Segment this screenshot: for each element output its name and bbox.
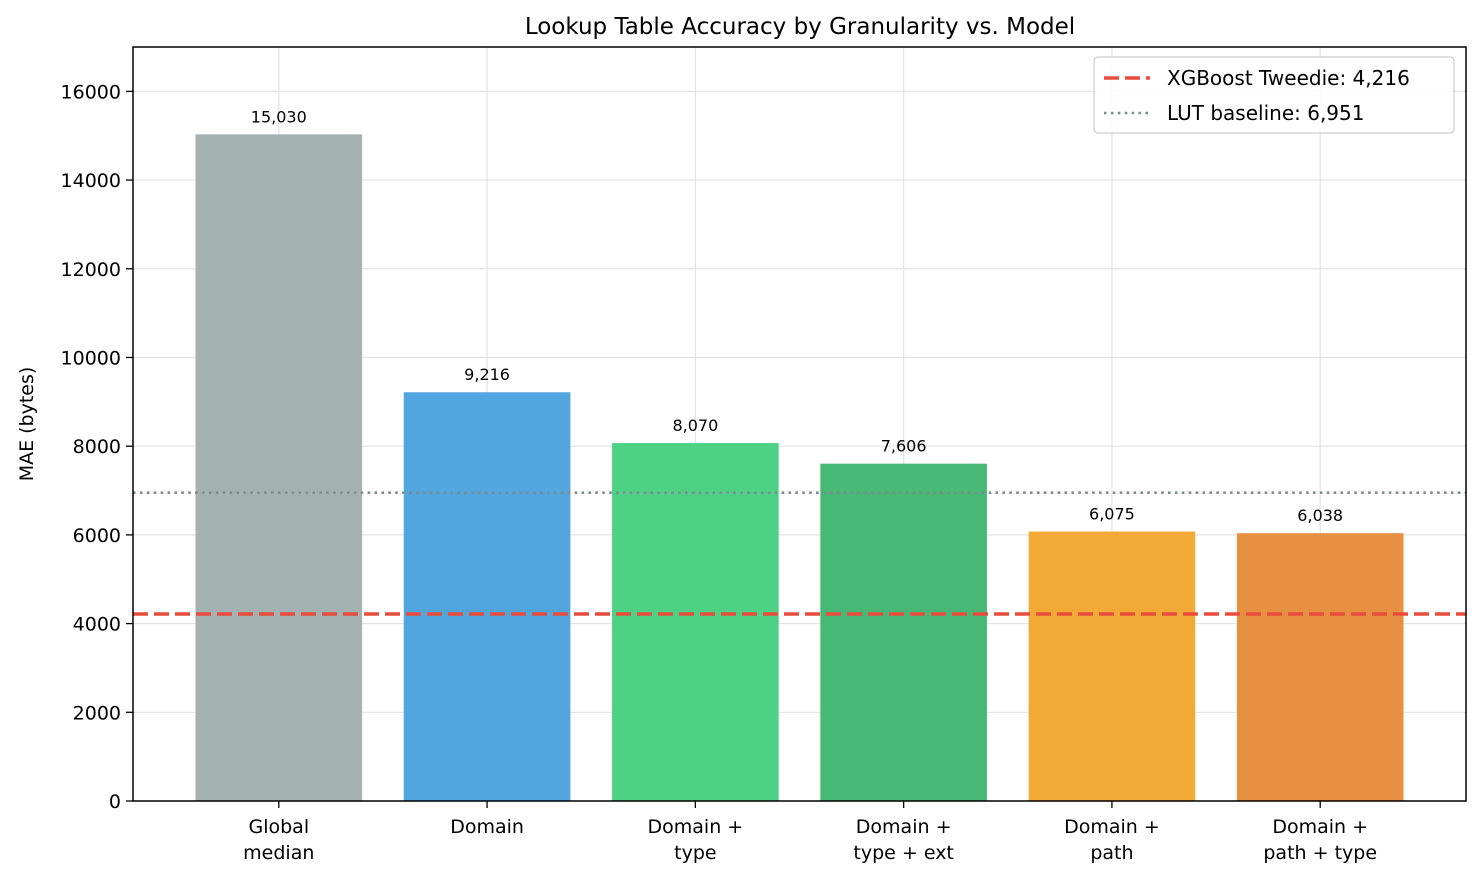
reference-lines bbox=[133, 491, 1466, 616]
data-label: 6,038 bbox=[1297, 506, 1343, 525]
data-label: 7,606 bbox=[881, 437, 927, 456]
bar bbox=[403, 392, 571, 801]
bar bbox=[1028, 531, 1196, 801]
x-tick-label: type bbox=[674, 842, 716, 864]
y-tick-label: 8000 bbox=[73, 436, 121, 458]
x-tick-label: Domain + bbox=[1272, 816, 1368, 838]
bar bbox=[612, 443, 779, 801]
x-tick-label: Global bbox=[248, 816, 309, 838]
y-axis-label: MAE (bytes) bbox=[16, 367, 38, 482]
data-label: 9,216 bbox=[464, 365, 510, 384]
data-label: 15,030 bbox=[251, 107, 307, 126]
bar bbox=[195, 134, 363, 801]
x-tick-label: median bbox=[243, 842, 314, 864]
x-tick-label: Domain + bbox=[856, 816, 952, 838]
bar bbox=[1236, 533, 1404, 801]
y-tick-label: 14000 bbox=[61, 170, 121, 192]
axes bbox=[132, 46, 1467, 802]
x-tick-label: type + ext bbox=[853, 842, 954, 864]
chart-title: Lookup Table Accuracy by Granularity vs.… bbox=[525, 14, 1075, 40]
y-tick-label: 6000 bbox=[73, 525, 121, 547]
x-tick-label: path + type bbox=[1263, 842, 1377, 864]
x-ticks: Global median Domain Domain + type Domain + ty… bbox=[243, 801, 1377, 864]
y-ticks: 0 2000 4000 6000 8000 10000 12000 14000 16000 bbox=[61, 81, 133, 813]
y-tick-label: 4000 bbox=[73, 614, 121, 636]
legend-label: XGBoost Tweedie: 4,216 bbox=[1167, 66, 1410, 90]
y-tick-label: 0 bbox=[109, 791, 121, 813]
x-tick-label: Domain + bbox=[1064, 816, 1160, 838]
x-tick-label: Domain + bbox=[648, 816, 744, 838]
y-tick-label: 2000 bbox=[73, 702, 121, 724]
legend-label: LUT baseline: 6,951 bbox=[1167, 101, 1364, 125]
y-tick-label: 12000 bbox=[61, 259, 121, 281]
y-tick-label: 16000 bbox=[61, 81, 121, 103]
bar bbox=[820, 463, 987, 801]
legend: XGBoost Tweedie: 4,216 LUT baseline: 6,95… bbox=[1093, 56, 1455, 134]
x-tick-label: path bbox=[1090, 842, 1133, 864]
data-label: 8,070 bbox=[672, 416, 718, 435]
bars bbox=[195, 134, 1404, 801]
data-label: 6,075 bbox=[1089, 505, 1135, 524]
y-tick-label: 10000 bbox=[61, 347, 121, 369]
x-tick-label: Domain bbox=[450, 816, 524, 838]
plot-frame bbox=[132, 46, 1467, 802]
data-labels: 15,030 9,216 8,070 7,606 6,075 6,038 bbox=[251, 107, 1343, 525]
legend-box bbox=[1093, 56, 1455, 134]
